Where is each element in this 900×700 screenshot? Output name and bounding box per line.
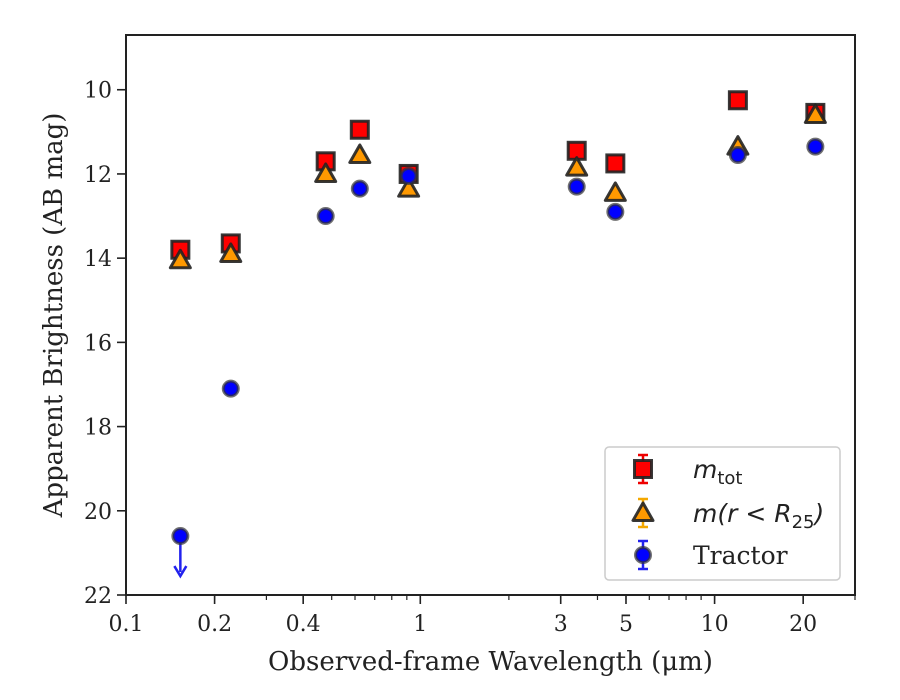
mtot-point bbox=[349, 119, 370, 140]
tractor-point bbox=[567, 177, 586, 196]
tractor-point bbox=[728, 146, 747, 164]
legend-marker-tractor bbox=[634, 546, 652, 564]
y-tick-label: 14 bbox=[84, 247, 112, 272]
x-tick-label: 3 bbox=[554, 612, 568, 637]
x-tick-label: 10 bbox=[701, 612, 729, 637]
mtot-point bbox=[605, 153, 626, 174]
tractor-point bbox=[399, 167, 418, 186]
mr25-point bbox=[565, 156, 589, 177]
legend: mtot m(r < R25) Tractor bbox=[604, 446, 841, 581]
legend-label-tractor: Tractor bbox=[693, 541, 788, 570]
tractor-point bbox=[350, 179, 369, 198]
tractor-point bbox=[316, 207, 335, 226]
marks-layer bbox=[168, 90, 827, 579]
mr25-point bbox=[803, 103, 827, 124]
legend-label-mtot: mtot bbox=[693, 455, 743, 489]
x-tick-label: 5 bbox=[619, 612, 633, 637]
legend-label-mr25: m(r < R25) bbox=[693, 499, 824, 533]
tractor-point bbox=[606, 202, 625, 221]
y-tick-label: 20 bbox=[84, 500, 112, 525]
legend-box bbox=[604, 446, 841, 581]
y-axis-label: Apparent Brightness (AB mag) bbox=[39, 113, 69, 519]
x-tick-label: 0.2 bbox=[197, 612, 232, 637]
mtot-point bbox=[727, 90, 748, 111]
y-tick-label: 18 bbox=[84, 416, 112, 441]
axes-frame bbox=[125, 34, 856, 596]
x-axis-label: Observed-frame Wavelength (μm) bbox=[268, 647, 713, 677]
legend-marker-mr25 bbox=[631, 501, 655, 522]
x-tick-label: 1 bbox=[413, 612, 427, 637]
mr25-point bbox=[397, 177, 421, 198]
mr25-point bbox=[314, 162, 338, 183]
mr25-point bbox=[348, 143, 372, 164]
y-tick-label: 10 bbox=[84, 79, 112, 104]
upper-limit-arrow-head bbox=[173, 565, 188, 579]
legend-entries: mtot m(r < R25) Tractor bbox=[631, 453, 824, 571]
mr25-point bbox=[603, 181, 627, 202]
tractor-point bbox=[806, 137, 825, 156]
mr25-point bbox=[168, 248, 192, 270]
tractor-point bbox=[171, 527, 190, 546]
y-tick-label: 22 bbox=[84, 584, 112, 609]
legend-marker-mtot bbox=[633, 459, 653, 479]
y-tick-label: 16 bbox=[84, 331, 112, 356]
x-tick-label: 0.1 bbox=[109, 612, 144, 637]
y-tick-label: 12 bbox=[84, 163, 112, 188]
ticks-layer: 0.1 0.2 0.4 1 3 5 10 20 10 12 14 16 18 20 22 bbox=[84, 79, 856, 637]
mr25-point bbox=[219, 242, 243, 263]
tractor-point bbox=[221, 379, 240, 398]
x-tick-label: 20 bbox=[789, 612, 817, 637]
x-tick-label: 0.4 bbox=[286, 612, 321, 637]
